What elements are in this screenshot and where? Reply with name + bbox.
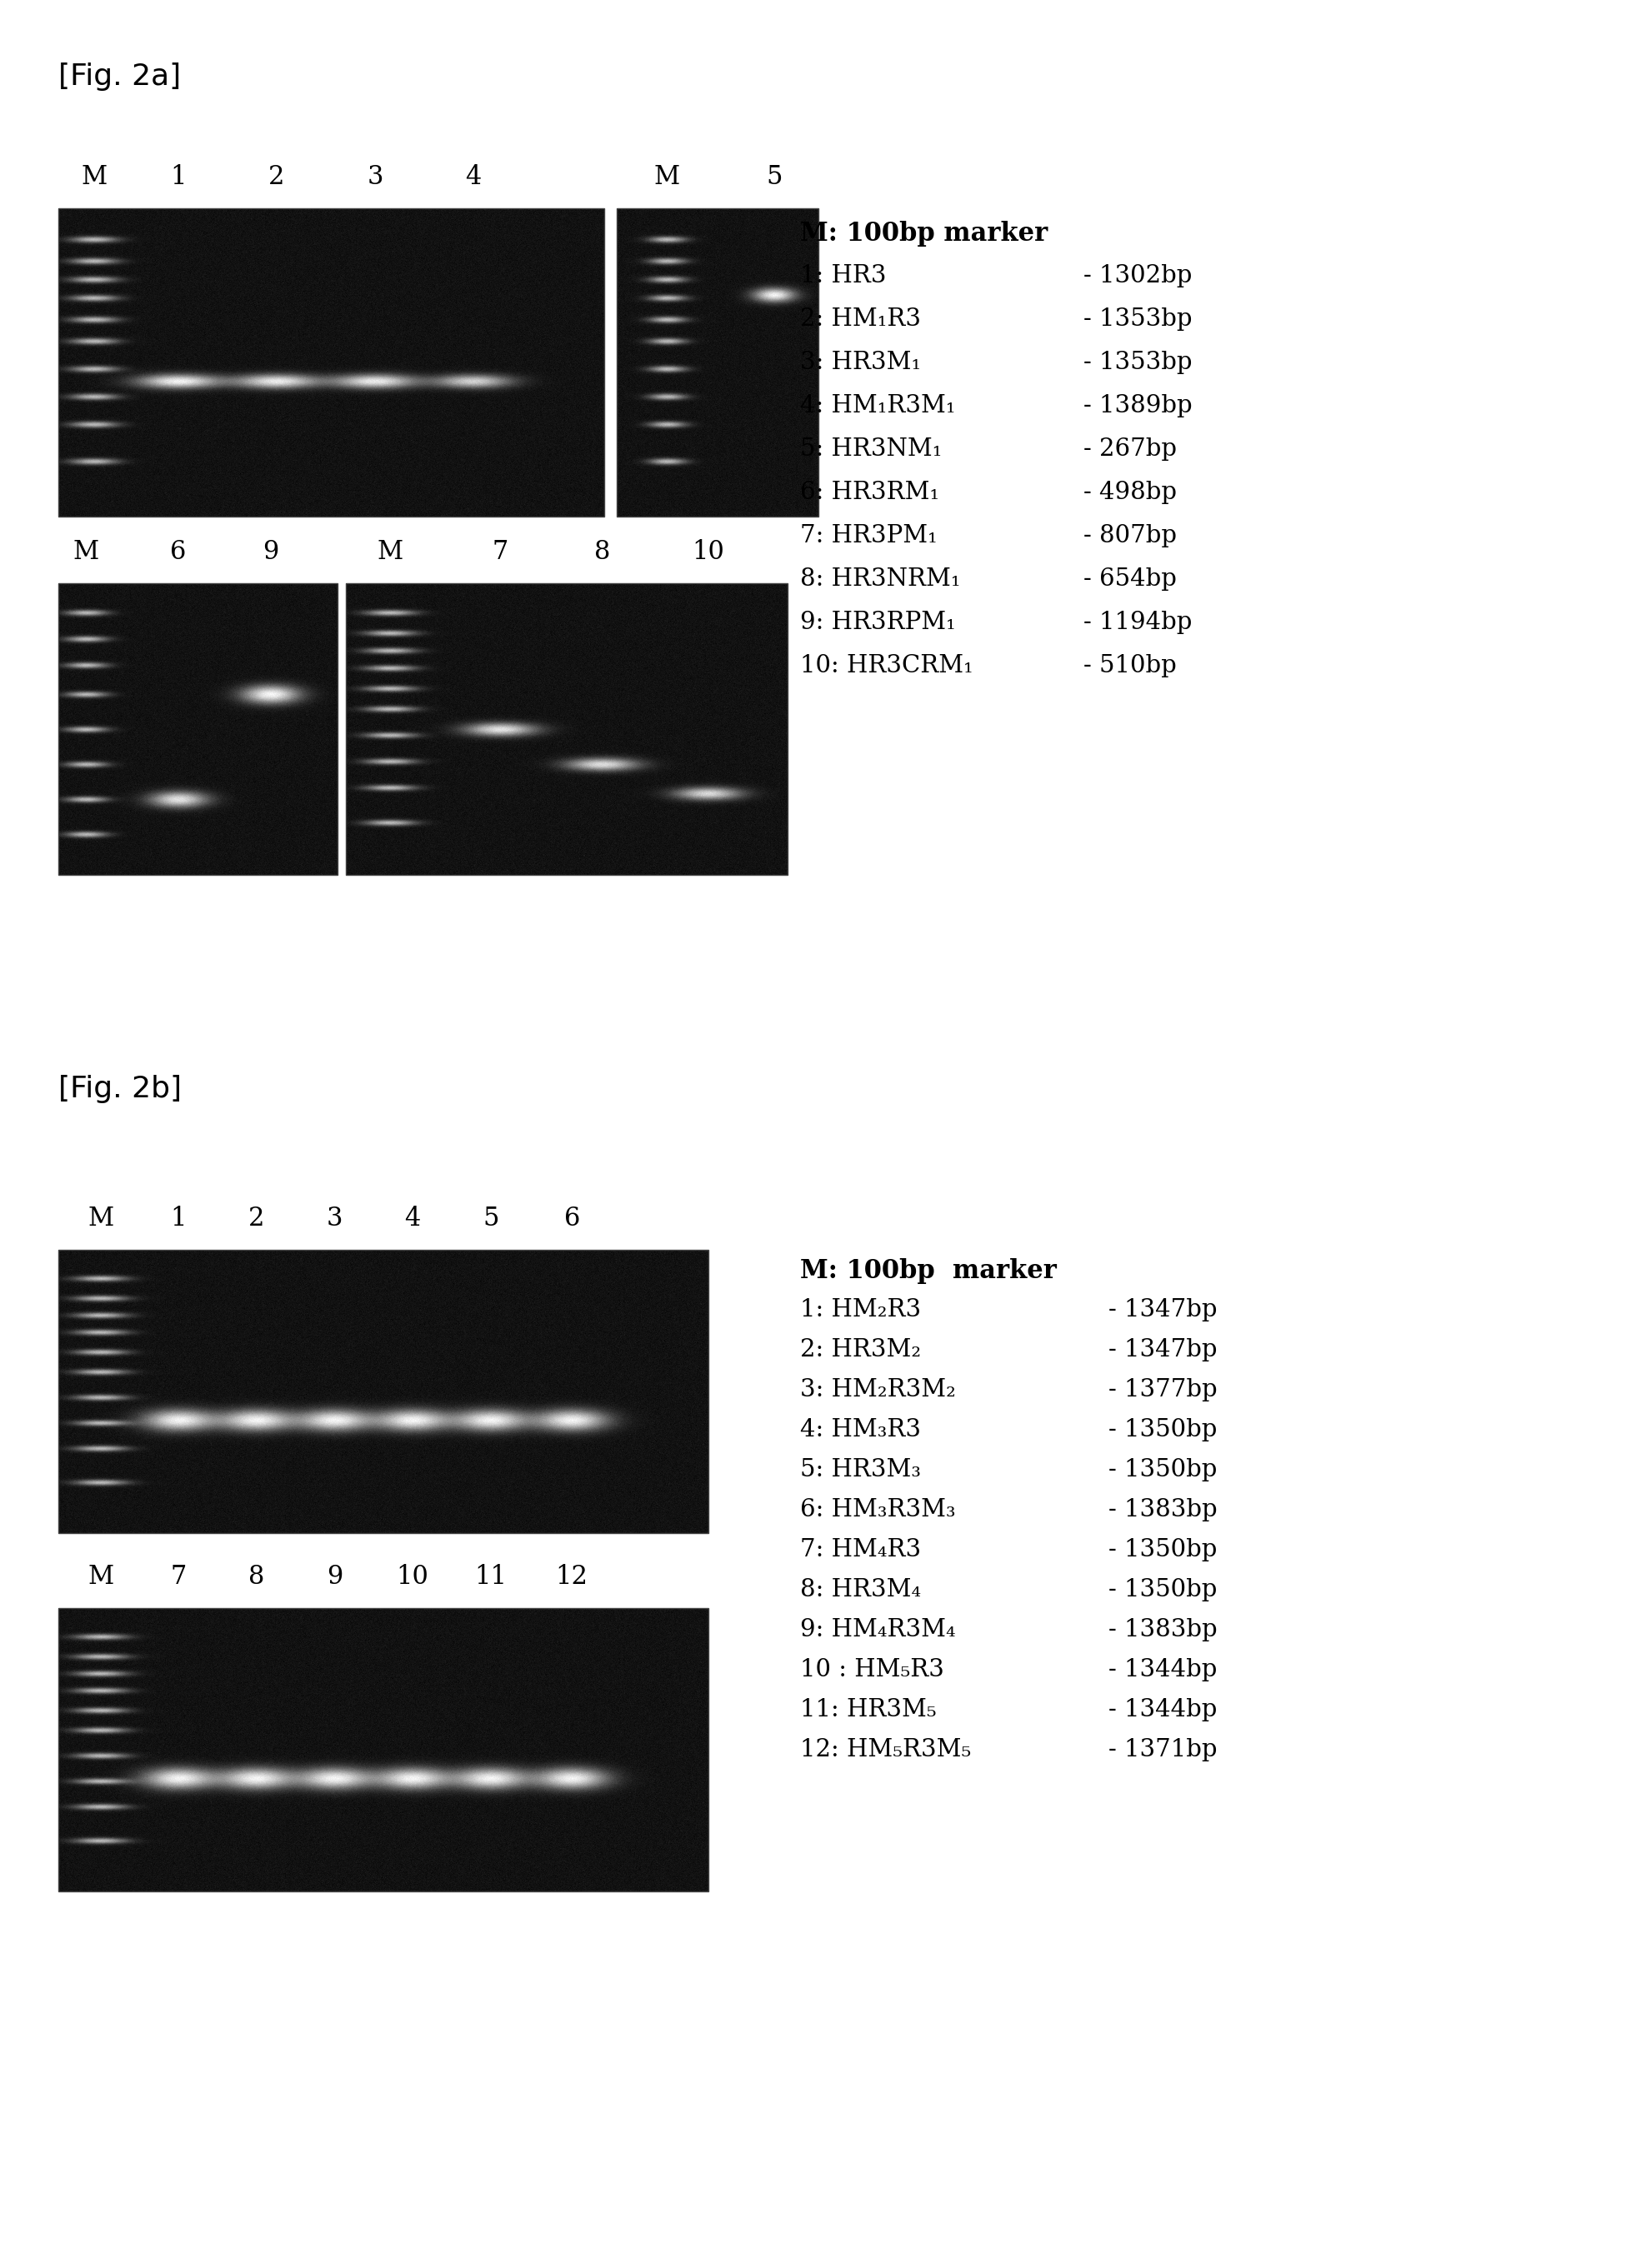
Text: 10: 10 — [692, 540, 725, 565]
Text: - 267bp: - 267bp — [1083, 438, 1176, 460]
Text: 8: 8 — [249, 1565, 265, 1590]
Text: 6: 6 — [170, 540, 187, 565]
Text: 9: HR3RPM₁: 9: HR3RPM₁ — [800, 610, 955, 635]
Text: M: M — [88, 1207, 113, 1232]
Text: 9: 9 — [262, 540, 278, 565]
Text: 5: HR3NM₁: 5: HR3NM₁ — [800, 438, 942, 460]
Text: 3: 3 — [366, 163, 383, 191]
Text: 4: HM₁R3M₁: 4: HM₁R3M₁ — [800, 395, 955, 417]
Text: - 510bp: - 510bp — [1083, 653, 1176, 678]
Text: 2: HM₁R3: 2: HM₁R3 — [800, 308, 921, 331]
Text: [Fig. 2a]: [Fig. 2a] — [59, 64, 182, 91]
Text: M: 100bp marker: M: 100bp marker — [800, 220, 1047, 247]
Text: 10 : HM₅R3: 10 : HM₅R3 — [800, 1658, 944, 1681]
Text: 12: 12 — [556, 1565, 589, 1590]
Text: 1: 1 — [170, 1207, 187, 1232]
Text: 8: HR3NRM₁: 8: HR3NRM₁ — [800, 567, 960, 590]
Text: 4: 4 — [465, 163, 481, 191]
Text: - 1347bp: - 1347bp — [1109, 1297, 1217, 1322]
Text: - 1371bp: - 1371bp — [1109, 1737, 1217, 1762]
Bar — [59, 583, 337, 875]
Text: 8: HR3M₄: 8: HR3M₄ — [800, 1579, 921, 1601]
Text: - 1194bp: - 1194bp — [1083, 610, 1193, 635]
Bar — [617, 209, 818, 517]
Text: - 1383bp: - 1383bp — [1109, 1617, 1217, 1642]
Text: 9: 9 — [327, 1565, 342, 1590]
Text: 2: 2 — [249, 1207, 265, 1232]
Text: 3: HR3M₁: 3: HR3M₁ — [800, 352, 921, 374]
Text: 1: HM₂R3: 1: HM₂R3 — [800, 1297, 921, 1322]
Text: 6: HR3RM₁: 6: HR3RM₁ — [800, 481, 939, 503]
Text: - 654bp: - 654bp — [1083, 567, 1176, 590]
Text: 1: HR3: 1: HR3 — [800, 263, 887, 288]
Text: - 1389bp: - 1389bp — [1083, 395, 1193, 417]
Text: - 1344bp: - 1344bp — [1109, 1658, 1217, 1681]
Text: - 1377bp: - 1377bp — [1109, 1379, 1217, 1402]
Text: 5: 5 — [766, 163, 782, 191]
Text: - 1350bp: - 1350bp — [1109, 1458, 1217, 1481]
Text: M: M — [80, 163, 106, 191]
Text: 10: 10 — [396, 1565, 429, 1590]
Text: 4: 4 — [404, 1207, 420, 1232]
Text: - 1344bp: - 1344bp — [1109, 1699, 1217, 1721]
Text: 3: 3 — [327, 1207, 344, 1232]
Text: - 807bp: - 807bp — [1083, 524, 1176, 547]
Text: 5: HR3M₃: 5: HR3M₃ — [800, 1458, 921, 1481]
Text: - 1353bp: - 1353bp — [1083, 308, 1193, 331]
Text: - 1350bp: - 1350bp — [1109, 1579, 1217, 1601]
Text: 1: 1 — [170, 163, 187, 191]
Text: 4: HM₃R3: 4: HM₃R3 — [800, 1418, 921, 1442]
Text: 2: HR3M₂: 2: HR3M₂ — [800, 1338, 921, 1361]
Text: - 498bp: - 498bp — [1083, 481, 1176, 503]
Bar — [59, 209, 604, 517]
Text: - 1383bp: - 1383bp — [1109, 1499, 1217, 1522]
Text: M: 100bp  marker: M: 100bp marker — [800, 1259, 1057, 1284]
Text: 5: 5 — [483, 1207, 499, 1232]
Text: 3: HM₂R3M₂: 3: HM₂R3M₂ — [800, 1379, 955, 1402]
Text: 7: HM₄R3: 7: HM₄R3 — [800, 1538, 921, 1560]
Text: 11: 11 — [474, 1565, 507, 1590]
Text: 10: HR3CRM₁: 10: HR3CRM₁ — [800, 653, 973, 678]
Text: 6: HM₃R3M₃: 6: HM₃R3M₃ — [800, 1499, 955, 1522]
Text: M: M — [654, 163, 681, 191]
Text: 7: 7 — [492, 540, 509, 565]
Text: 12: HM₅R3M₅: 12: HM₅R3M₅ — [800, 1737, 972, 1762]
Text: 7: HR3PM₁: 7: HR3PM₁ — [800, 524, 937, 547]
Text: M: M — [88, 1565, 113, 1590]
Bar — [345, 583, 787, 875]
Text: - 1347bp: - 1347bp — [1109, 1338, 1217, 1361]
Text: [Fig. 2b]: [Fig. 2b] — [59, 1075, 182, 1102]
Bar — [59, 1250, 708, 1533]
Text: - 1302bp: - 1302bp — [1083, 263, 1193, 288]
Text: - 1353bp: - 1353bp — [1083, 352, 1193, 374]
Text: - 1350bp: - 1350bp — [1109, 1418, 1217, 1442]
Text: 9: HM₄R3M₄: 9: HM₄R3M₄ — [800, 1617, 955, 1642]
Text: 11: HR3M₅: 11: HR3M₅ — [800, 1699, 936, 1721]
Text: 6: 6 — [564, 1207, 581, 1232]
Bar — [59, 1608, 708, 1892]
Text: - 1350bp: - 1350bp — [1109, 1538, 1217, 1560]
Text: 2: 2 — [268, 163, 285, 191]
Text: M: M — [74, 540, 100, 565]
Text: 8: 8 — [594, 540, 610, 565]
Text: 7: 7 — [170, 1565, 187, 1590]
Text: M: M — [376, 540, 402, 565]
